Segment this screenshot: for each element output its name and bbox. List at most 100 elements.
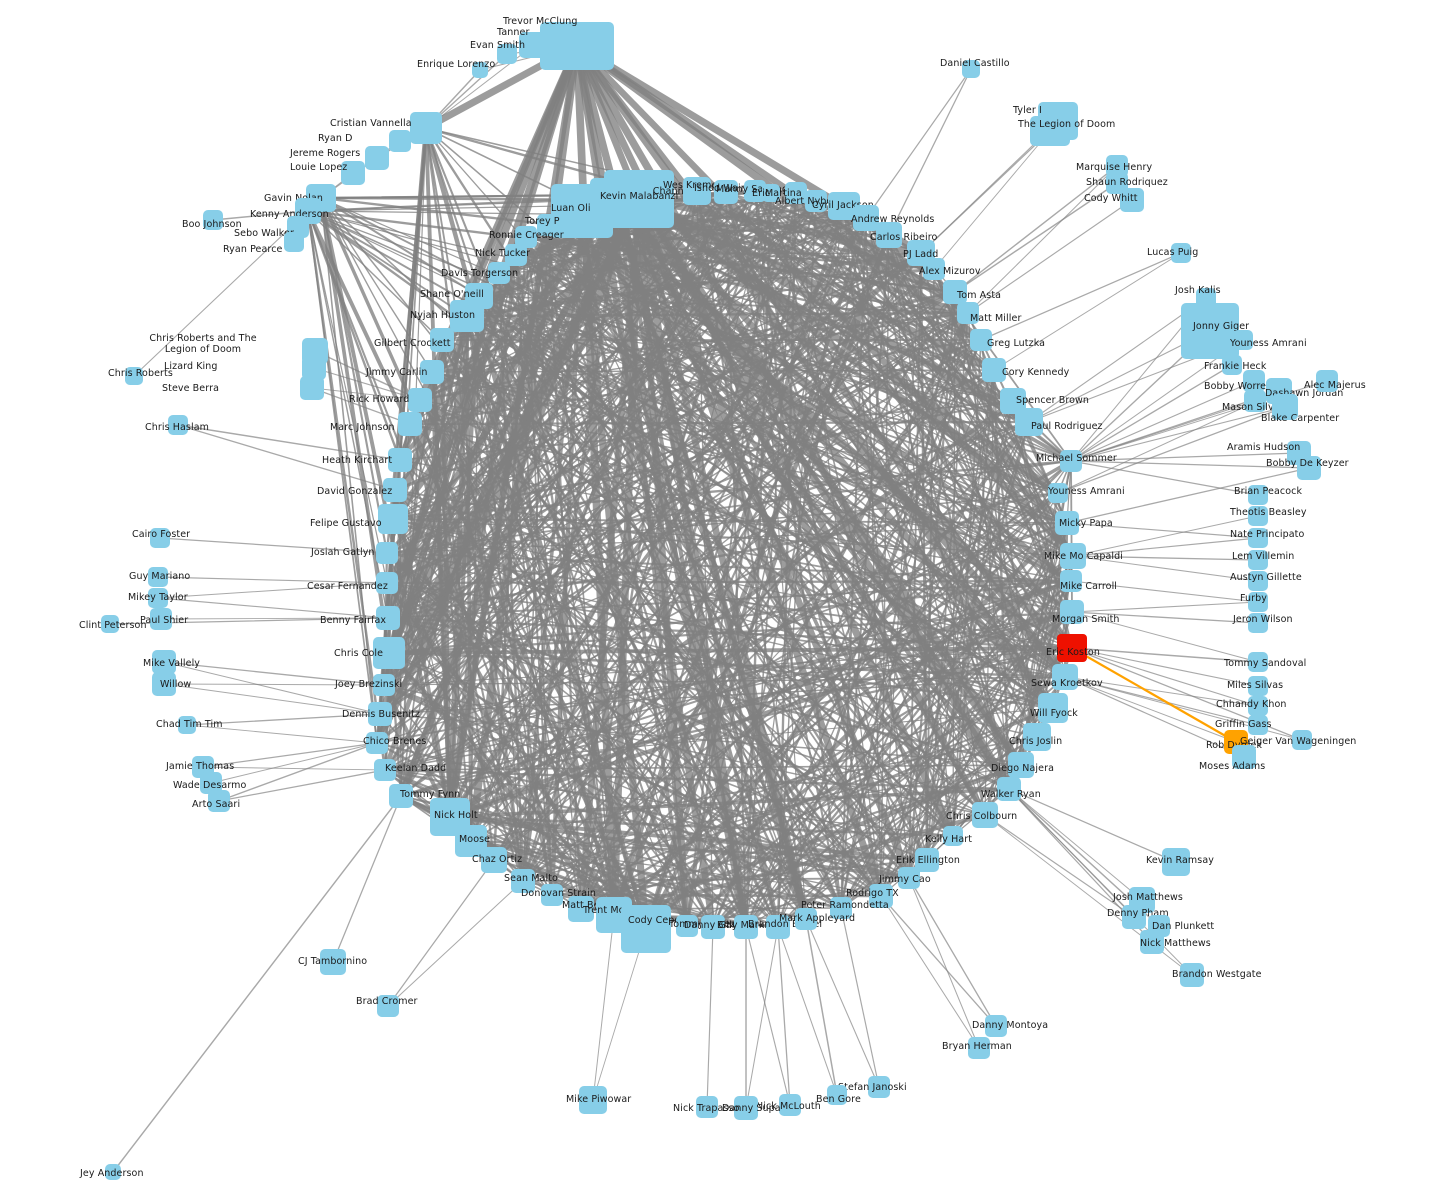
graph-node[interactable] [943, 280, 967, 304]
graph-node[interactable] [701, 915, 725, 939]
graph-node[interactable] [148, 588, 168, 608]
graph-node[interactable] [1038, 693, 1068, 723]
graph-node[interactable] [1248, 696, 1268, 716]
graph-node[interactable] [968, 1037, 990, 1059]
graph-node[interactable] [1248, 652, 1268, 672]
graph-node[interactable] [1171, 243, 1191, 263]
graph-node[interactable] [374, 759, 396, 781]
graph-node[interactable] [284, 232, 304, 252]
graph-node[interactable] [1055, 511, 1079, 535]
graph-node[interactable] [683, 177, 711, 205]
graph-node[interactable] [408, 388, 432, 412]
graph-node[interactable] [150, 608, 172, 630]
graph-node[interactable] [1106, 155, 1128, 177]
graph-node[interactable] [1030, 116, 1070, 146]
graph-node[interactable] [1060, 543, 1086, 569]
graph-node[interactable] [1181, 303, 1239, 359]
graph-node[interactable] [1060, 570, 1082, 592]
graph-node[interactable] [300, 376, 324, 400]
graph-node[interactable] [537, 214, 559, 236]
graph-node[interactable] [1060, 600, 1084, 624]
graph-node[interactable] [203, 210, 223, 230]
graph-node[interactable] [376, 542, 398, 564]
graph-node[interactable] [389, 130, 411, 152]
graph-node[interactable] [200, 772, 222, 794]
graph-node[interactable] [1248, 528, 1268, 548]
graph-node[interactable] [1162, 848, 1190, 876]
graph-node[interactable] [1248, 676, 1268, 696]
graph-node[interactable] [982, 358, 1006, 382]
graph-node[interactable] [376, 572, 398, 594]
graph-node[interactable] [568, 896, 594, 922]
graph-node[interactable] [541, 884, 563, 906]
graph-node[interactable] [766, 915, 790, 939]
graph-node[interactable] [1180, 963, 1204, 987]
graph-node[interactable] [152, 672, 176, 696]
graph-node[interactable] [208, 790, 230, 812]
graph-node[interactable] [923, 258, 945, 280]
graph-node[interactable] [696, 1096, 718, 1118]
graph-node[interactable] [676, 915, 698, 937]
graph-node[interactable] [1243, 370, 1265, 392]
graph-node[interactable] [1233, 330, 1253, 350]
graph-node[interactable] [744, 180, 766, 202]
graph-node[interactable] [972, 802, 998, 828]
graph-node[interactable] [515, 226, 537, 248]
graph-node[interactable] [1060, 450, 1082, 472]
graph-node[interactable] [178, 716, 196, 734]
graph-node[interactable] [1015, 408, 1043, 436]
graph-node[interactable] [1248, 506, 1268, 526]
graph-node[interactable] [378, 504, 408, 534]
graph-node[interactable] [373, 637, 405, 669]
graph-node[interactable] [830, 897, 852, 919]
graph-node[interactable] [779, 1094, 801, 1116]
graph-node[interactable] [1023, 723, 1051, 751]
graph-node[interactable] [1248, 592, 1268, 612]
graph-node[interactable] [450, 300, 484, 332]
graph-node[interactable] [957, 302, 979, 324]
graph-node[interactable] [519, 32, 549, 58]
graph-node[interactable] [125, 367, 143, 385]
graph-node[interactable] [420, 360, 444, 384]
graph-node[interactable] [868, 1076, 890, 1098]
graph-node[interactable] [505, 244, 527, 266]
graph-node[interactable] [1297, 456, 1321, 480]
graph-node[interactable] [590, 178, 650, 228]
graph-node[interactable] [540, 22, 614, 70]
graph-node[interactable] [1248, 613, 1268, 633]
graph-node[interactable] [869, 884, 893, 908]
graph-node[interactable] [898, 867, 920, 889]
graph-node[interactable] [1244, 390, 1266, 412]
graph-node[interactable] [366, 732, 388, 754]
graph-node[interactable] [481, 847, 507, 873]
graph-node[interactable] [430, 328, 454, 352]
graph-node[interactable] [970, 329, 992, 351]
graph-node[interactable] [1222, 355, 1242, 375]
graph-node[interactable] [148, 567, 168, 587]
graph-node[interactable] [365, 146, 389, 170]
graph-node[interactable] [714, 180, 738, 204]
graph-node[interactable] [1008, 752, 1034, 778]
graph-node[interactable] [1248, 715, 1268, 735]
graph-node[interactable] [853, 205, 879, 231]
graph-node[interactable] [472, 62, 488, 78]
graph-node[interactable] [1232, 745, 1256, 769]
graph-node[interactable] [320, 949, 346, 975]
graph-node[interactable] [1292, 730, 1312, 750]
graph-node[interactable] [997, 777, 1021, 801]
graph-node[interactable] [985, 1015, 1007, 1037]
graph-node[interactable] [101, 615, 119, 633]
graph-node[interactable] [150, 528, 170, 548]
graph-node[interactable] [805, 190, 827, 212]
graph-node[interactable] [1052, 664, 1078, 690]
graph-node[interactable] [1248, 485, 1268, 505]
graph-node[interactable] [579, 1086, 607, 1114]
graph-node[interactable] [389, 784, 413, 808]
graph-node[interactable] [398, 412, 422, 436]
graph-node[interactable] [377, 995, 399, 1017]
graph-node[interactable] [1120, 188, 1144, 212]
graph-node[interactable] [762, 184, 780, 202]
graph-node[interactable] [152, 650, 176, 674]
graph-node[interactable] [341, 161, 365, 185]
